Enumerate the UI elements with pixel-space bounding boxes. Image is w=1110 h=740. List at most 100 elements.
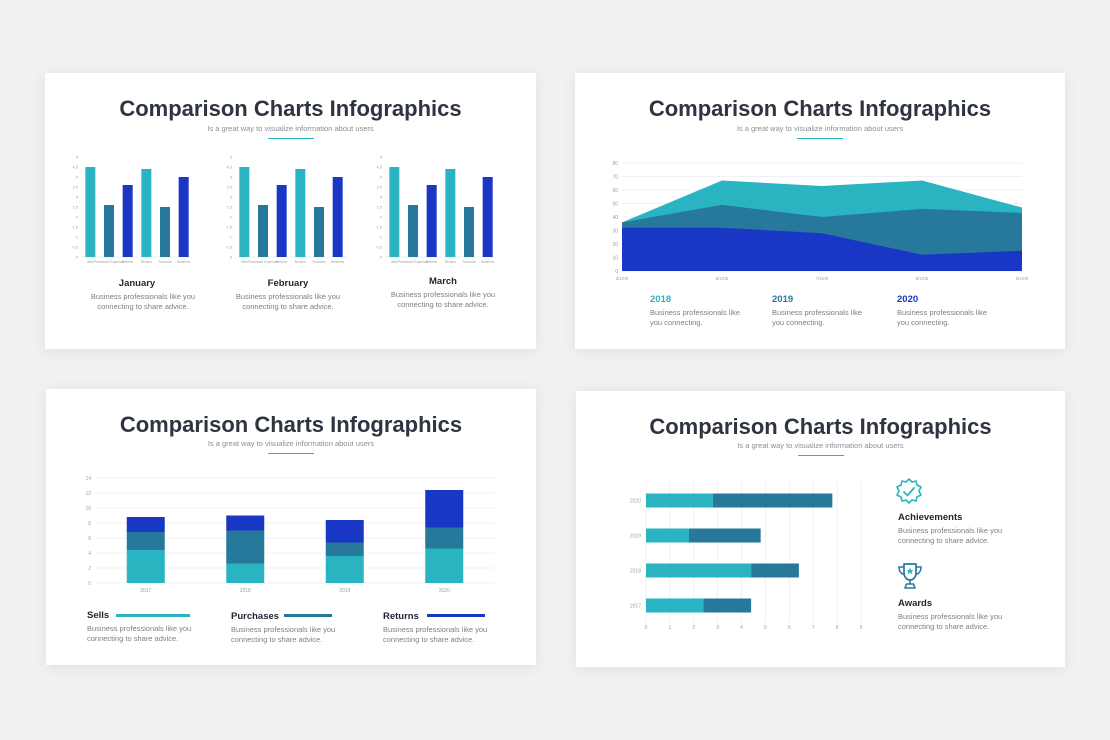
y-tick-label: 1.5	[72, 225, 78, 230]
y-tick-label: 4	[380, 175, 383, 180]
stacked-segment-returns	[425, 490, 464, 528]
y-tick-label: 10	[85, 506, 91, 512]
bar-chart-january: 0 0.5 1 1.5 2 2.5 3 3.5 4 4.5 5 Web Purchased Expens…	[72, 155, 193, 264]
x-tick-label: 2	[692, 625, 695, 631]
desc-line: Business professionals like you	[87, 624, 192, 633]
item-label-2020: 2020	[897, 294, 919, 305]
x-tick-label: 8	[836, 625, 839, 631]
y-tick-label: 2017	[630, 604, 641, 610]
y-tick-label: 2020	[630, 499, 641, 505]
desc-line: Business professionals like you	[383, 625, 488, 634]
y-tick-label: 2019	[630, 534, 641, 540]
stacked-segment-sells	[325, 556, 364, 583]
item-desc-awards: Business professionals like you connecti…	[898, 612, 1002, 632]
y-tick-label: 80	[612, 161, 618, 167]
hbar-segment	[712, 493, 833, 508]
desc-line: Business professionals like	[772, 308, 863, 317]
y-tick-label: 30	[612, 229, 618, 235]
x-tick-label: 2018	[240, 588, 251, 594]
item-desc-2018: Business professionals like you connecti…	[650, 308, 740, 328]
item-label-2019: 2019	[772, 294, 794, 305]
x-tick-label: 9/1/00	[1016, 276, 1029, 281]
desc-line: Business professionals like you	[231, 625, 336, 634]
title-underline	[267, 138, 314, 139]
y-tick-label: 3	[380, 195, 383, 200]
y-tick-label: 1	[380, 235, 383, 240]
desc-line: connecting to share advice.	[87, 634, 179, 644]
horizontal-bar-chart: 0 1 2 3 4 5 6 7 8 9 2020 2019 2018 2017	[630, 483, 863, 631]
legend-label-returns: Returns	[383, 611, 419, 622]
desc-line: connecting to share advice.	[242, 302, 334, 312]
stacked-segment-purchases	[325, 542, 364, 556]
y-tick-label: 4	[76, 175, 79, 180]
desc-line: connecting to share advice.	[898, 622, 990, 632]
desc-line: Business professionals like you	[235, 292, 341, 301]
desc-line: Business professionals like you	[898, 612, 1003, 621]
bar	[258, 205, 268, 257]
desc-line: connecting to share advice.	[898, 536, 990, 546]
y-tick-label: 4.5	[72, 165, 78, 170]
bar	[295, 169, 306, 257]
y-tick-label: 3	[76, 195, 79, 200]
x-tick-label: 3/1/00	[616, 276, 629, 281]
bar	[332, 177, 343, 257]
y-tick-label: 1	[230, 235, 233, 240]
slide-title: Comparison Charts Infographics	[648, 96, 992, 121]
y-tick-label: 3.5	[226, 185, 232, 190]
bar	[239, 167, 250, 257]
y-tick-label: 0.5	[226, 245, 232, 250]
y-tick-label: 5	[76, 155, 79, 160]
bar	[276, 185, 287, 257]
slide-horizontal-bars: Comparison Charts Infographics Is a grea…	[576, 391, 1065, 667]
x-tick-label: 2017	[140, 588, 151, 594]
desc-line: Business professionals like	[897, 308, 988, 317]
bar	[85, 167, 96, 257]
bar	[445, 169, 456, 257]
bar	[122, 185, 133, 257]
y-tick-label: 5	[230, 155, 233, 160]
x-tick-label: Returns	[122, 260, 134, 264]
desc-line: connecting to share advice.	[97, 302, 189, 312]
legend-line-sells	[116, 614, 190, 617]
y-tick-label: 50	[612, 202, 618, 208]
title-underline	[268, 453, 314, 454]
y-tick-label: 60	[612, 188, 618, 194]
y-tick-label: 4.5	[376, 165, 382, 170]
slide-stacked-columns: Comparison Charts Infographics Is a grea…	[46, 389, 536, 665]
legend-label-sells: Sells	[87, 610, 110, 621]
hbar-segment	[703, 598, 752, 613]
y-tick-label: 14	[85, 476, 91, 482]
title-underline	[797, 455, 844, 456]
bar-chart-february: 0 0.5 1 1.5 2 2.5 3 3.5 4 4.5 5 Web Purchased Expens…	[226, 155, 347, 264]
x-tick-label: Web	[391, 260, 398, 264]
item-label-2018: 2018	[650, 294, 672, 305]
item-label-february: February	[267, 278, 309, 289]
x-tick-label: 0	[645, 625, 648, 631]
hbar-segment	[646, 598, 704, 613]
item-desc-achievements: Business professionals like you connecti…	[898, 526, 1002, 546]
x-tick-label: 4	[740, 625, 743, 631]
bar	[408, 205, 418, 257]
x-tick-label: 2020	[439, 588, 450, 594]
title-underline	[797, 138, 843, 139]
x-tick-label: Returns	[426, 260, 438, 264]
x-tick-label: 2019	[339, 588, 350, 594]
y-tick-label: 0.5	[376, 245, 382, 250]
bar-chart-march: 0 0.5 1 1.5 2 2.5 3 3.5 4 4.5 5 Web Purchased Expens…	[376, 155, 497, 264]
bar	[389, 167, 400, 257]
x-tick-label: Purchased Expenses	[94, 260, 125, 264]
stacked-column-chart: 0 2 4 6 8 10 12 14 2017 2018 2019 2020	[85, 476, 494, 594]
desc-line: you connecting.	[650, 318, 703, 328]
item-label-january: January	[118, 278, 156, 289]
x-tick-label: Returns	[295, 260, 307, 264]
y-tick-label: 2	[76, 215, 79, 220]
desc-line: connecting to share advice.	[397, 300, 489, 310]
item-desc-2019: Business professionals like you connecti…	[772, 308, 862, 328]
area-series-2020	[622, 227, 1022, 271]
item-desc-purchases: Business professionals like you connecti…	[231, 625, 335, 645]
x-tick-label: Business	[177, 260, 190, 264]
y-tick-label: 0	[230, 255, 233, 260]
stacked-segment-returns	[226, 515, 265, 531]
x-tick-label: Purchased Expenses	[248, 260, 279, 264]
desc-line: you connecting.	[772, 318, 825, 328]
